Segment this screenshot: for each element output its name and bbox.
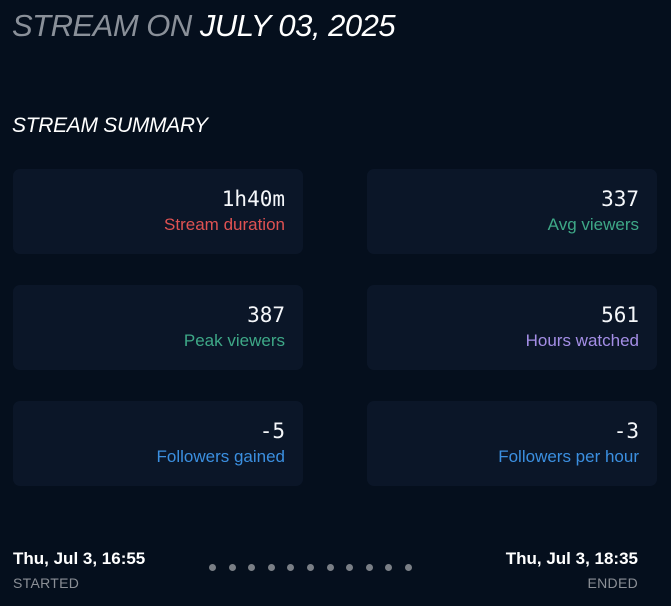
stat-value: 387 bbox=[247, 303, 285, 327]
stat-card-followers-per-hour: -3 Followers per hour bbox=[367, 401, 657, 486]
timeline-dot bbox=[287, 564, 295, 571]
stat-label: Avg viewers bbox=[547, 215, 639, 234]
page-title-date: JULY 03, 2025 bbox=[199, 8, 396, 43]
stat-label: Followers gained bbox=[156, 447, 285, 466]
stat-value: -3 bbox=[613, 419, 639, 443]
timeline-dot bbox=[326, 564, 334, 571]
stat-label: Peak viewers bbox=[183, 331, 285, 350]
timeline-dot bbox=[228, 564, 236, 571]
stream-start-caption: STARTED bbox=[13, 575, 80, 591]
timeline-dot bbox=[365, 564, 373, 571]
page-title-prefix: STREAM ON bbox=[12, 8, 192, 43]
timeline-dot bbox=[385, 564, 393, 571]
timeline-dot bbox=[248, 564, 256, 571]
stat-value: 1h40m bbox=[221, 187, 285, 211]
stream-end-time: Thu, Jul 3, 18:35 bbox=[505, 549, 638, 568]
timeline-dot bbox=[209, 564, 216, 571]
stream-end-caption: ENDED bbox=[587, 575, 638, 591]
page-title: STREAM ON JULY 03, 2025 bbox=[12, 6, 396, 46]
stat-value: 561 bbox=[601, 303, 639, 327]
stat-card-avg-viewers: 337 Avg viewers bbox=[367, 169, 657, 254]
section-heading-stream-summary: STREAM SUMMARY bbox=[12, 114, 208, 137]
stat-card-stream-duration: 1h40m Stream duration bbox=[13, 169, 303, 254]
timeline-dot bbox=[267, 564, 275, 571]
stat-value: -5 bbox=[259, 419, 285, 443]
timeline-dot bbox=[306, 564, 314, 571]
stat-card-peak-viewers: 387 Peak viewers bbox=[13, 285, 303, 370]
timeline-dot bbox=[346, 564, 354, 571]
stat-card-followers-gained: -5 Followers gained bbox=[13, 401, 303, 486]
timeline-dots bbox=[209, 564, 412, 571]
stat-value: 337 bbox=[601, 187, 639, 211]
stat-label: Hours watched bbox=[525, 331, 639, 350]
stream-start-time: Thu, Jul 3, 16:55 bbox=[13, 549, 146, 568]
timeline-dot bbox=[404, 564, 412, 571]
stat-label: Stream duration bbox=[164, 215, 285, 234]
stat-label: Followers per hour bbox=[498, 447, 639, 466]
stat-card-hours-watched: 561 Hours watched bbox=[367, 285, 657, 370]
